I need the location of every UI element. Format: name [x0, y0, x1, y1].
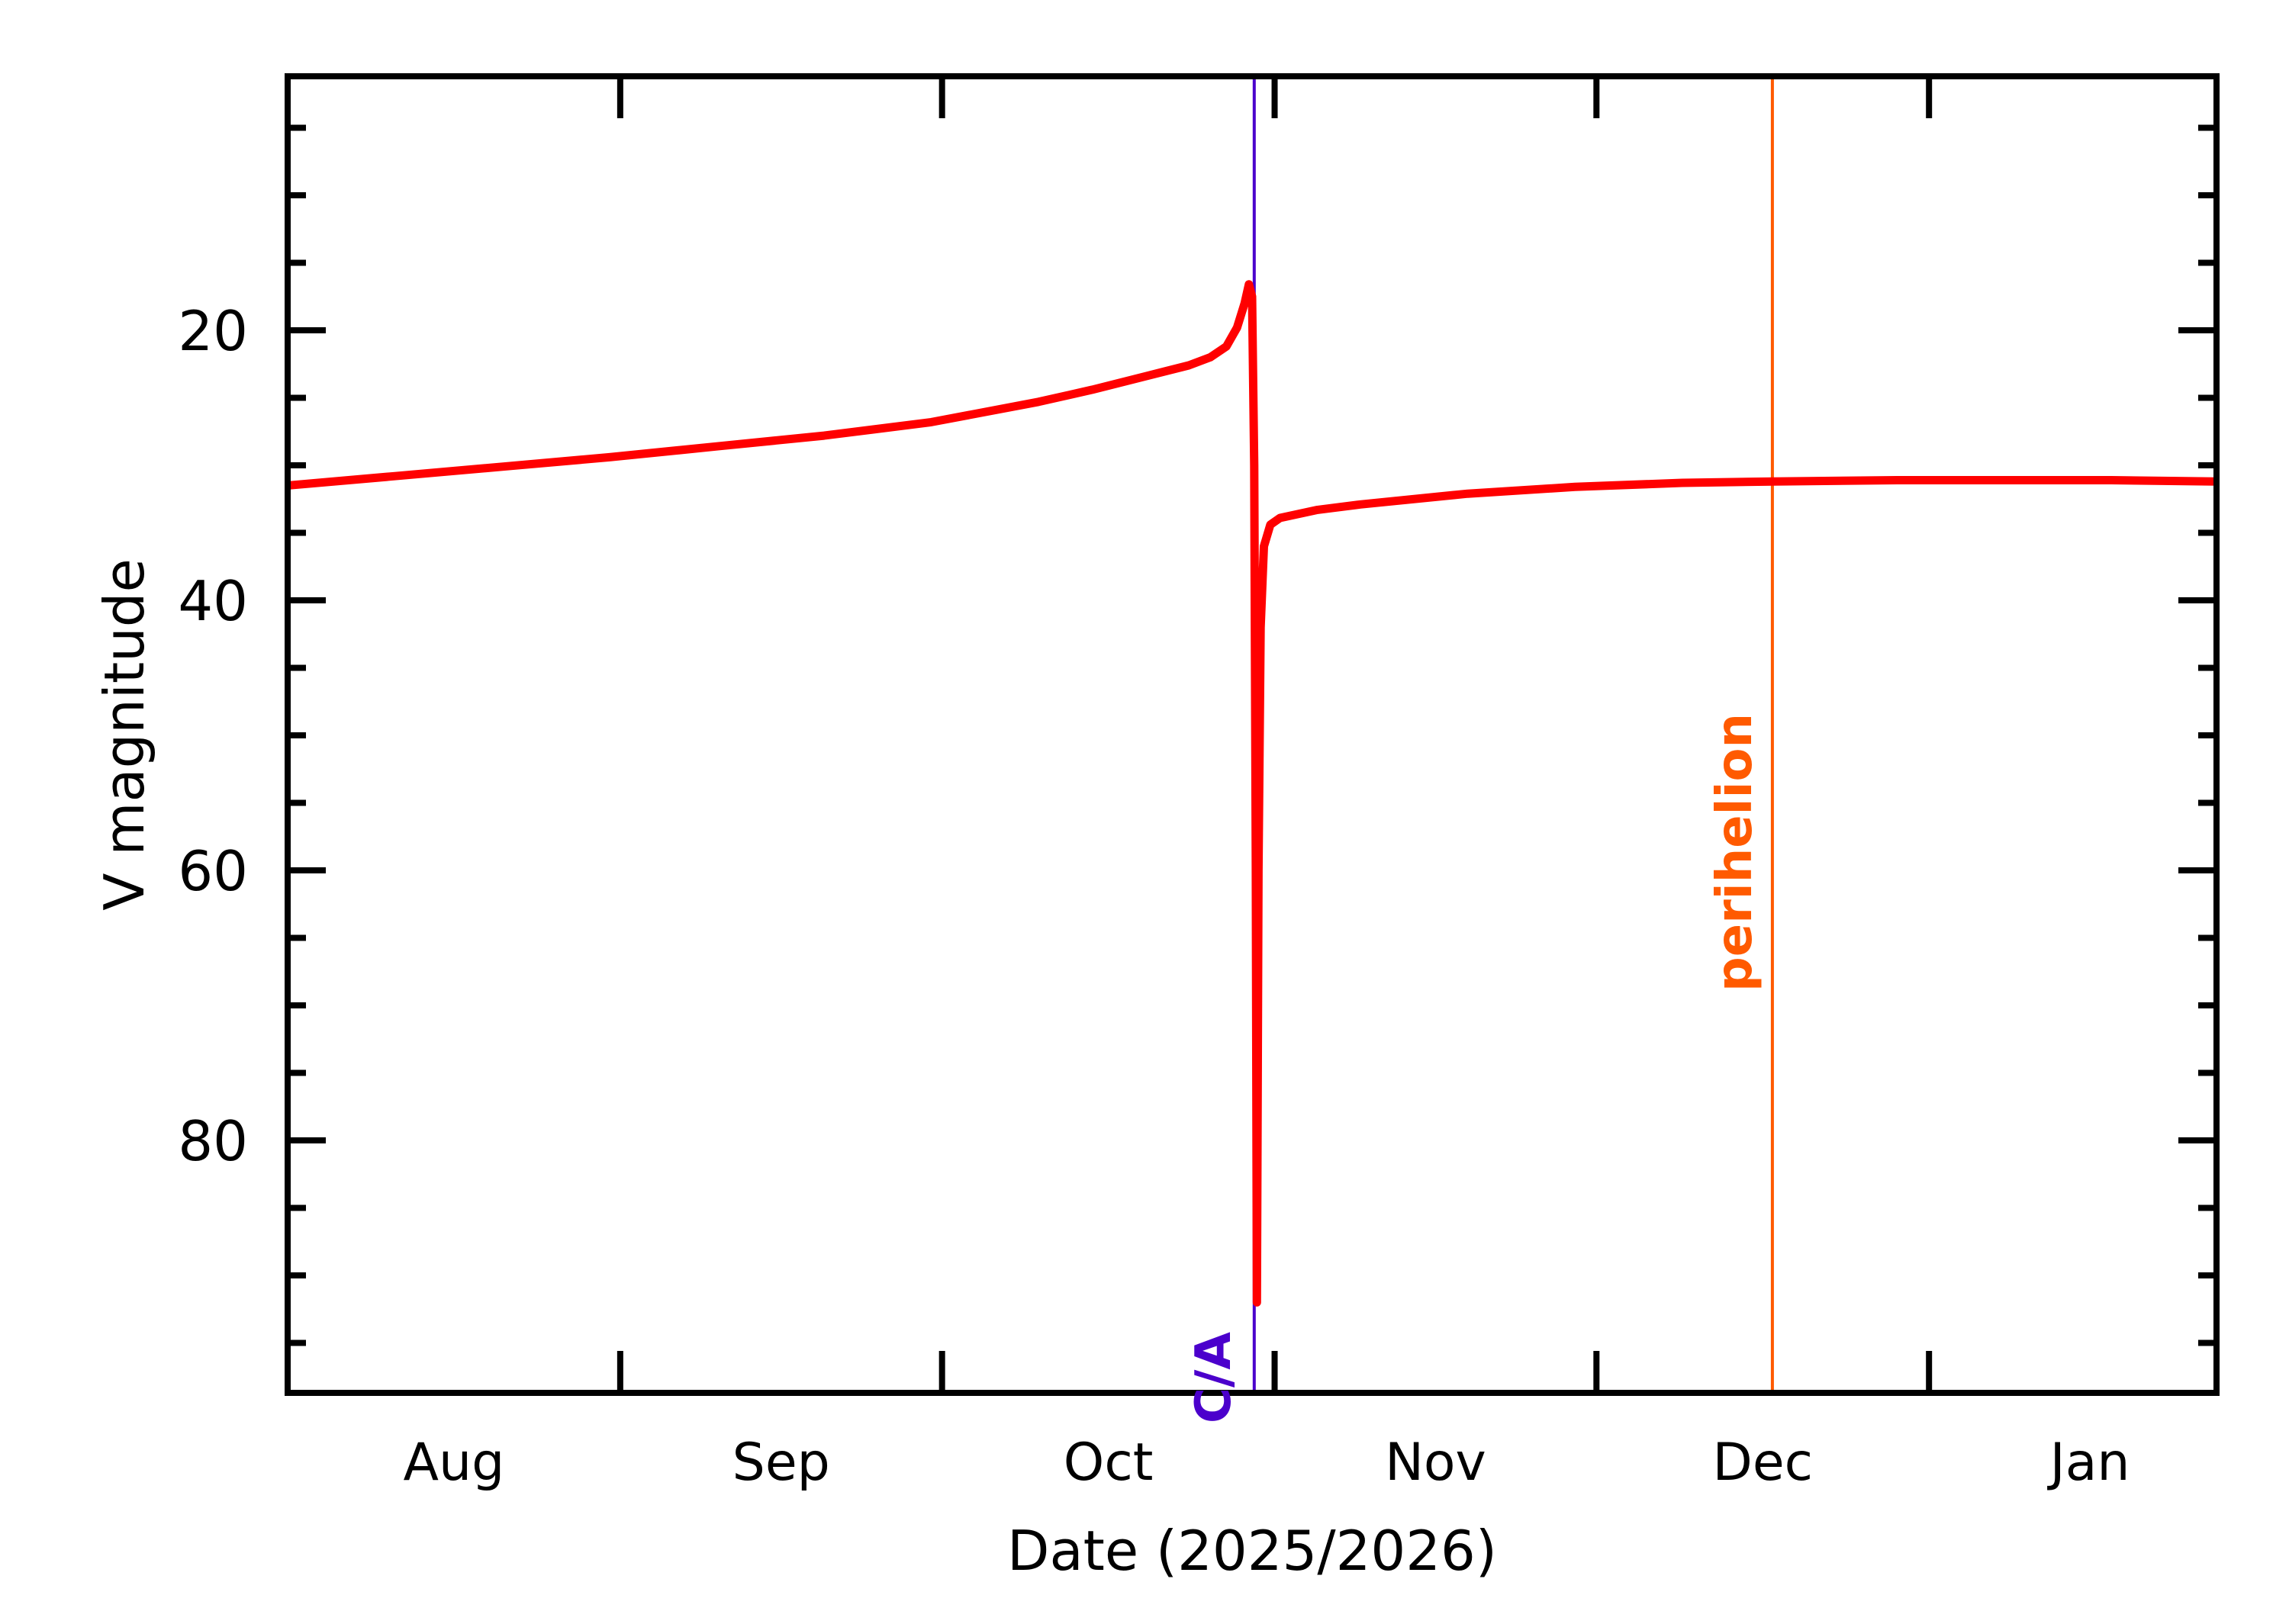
y-axis-label: V magnitude — [92, 558, 156, 911]
plot-axes — [285, 73, 2220, 1396]
y-tick-label: 80 — [178, 1109, 248, 1173]
closest-approach-label: C/A — [1186, 1332, 1242, 1423]
x-tick-label: Aug — [404, 1433, 505, 1493]
x-tick-label: Jan — [2047, 1433, 2130, 1493]
y-tick-label: 60 — [178, 839, 248, 903]
data-series — [287, 280, 2217, 1307]
tick-labels: 20 40 60 80 Aug Sep Oct Nov Dec Jan — [178, 299, 2130, 1493]
x-tick-label: Oct — [1064, 1433, 1154, 1493]
magnitude-curve — [287, 280, 2217, 1307]
x-axis-label: Date (2025/2026) — [1007, 1519, 1497, 1583]
y-tick-label: 40 — [178, 569, 248, 633]
x-tick-label: Nov — [1385, 1433, 1486, 1493]
x-tick-label: Dec — [1712, 1433, 1813, 1493]
y-tick-label: 20 — [178, 299, 248, 363]
perihelion-label: perihelion — [1707, 713, 1763, 992]
x-tick-label: Sep — [732, 1433, 830, 1493]
